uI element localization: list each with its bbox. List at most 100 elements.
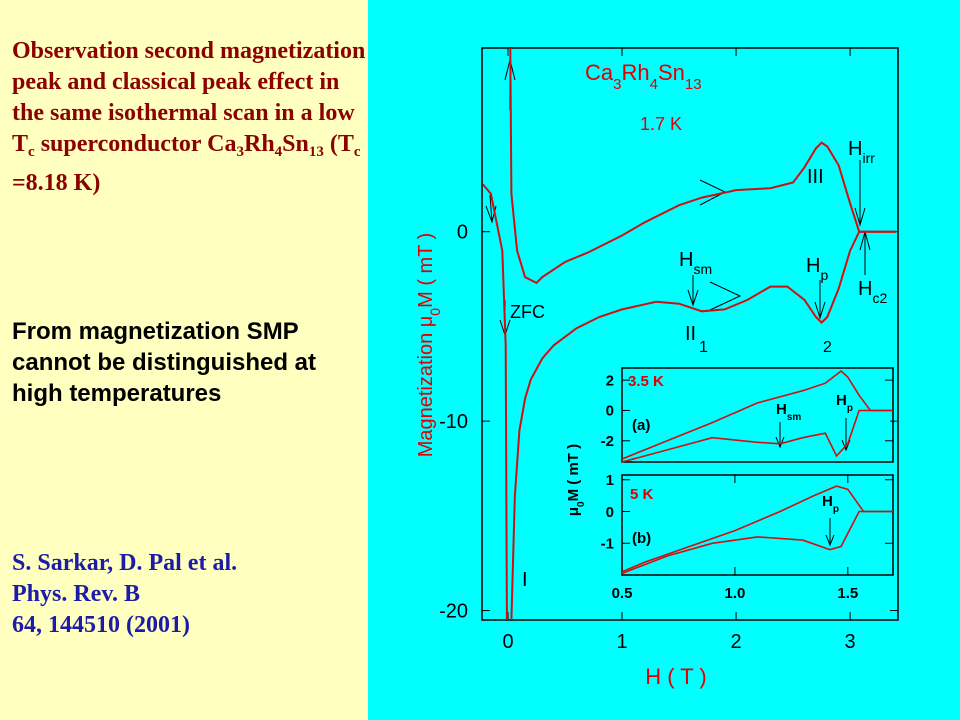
- text-run: 1.7 K: [640, 114, 682, 134]
- data-line: [621, 485, 893, 573]
- arrow: [687, 275, 699, 307]
- subscript: 3: [613, 76, 621, 93]
- y-tick-label: -20: [439, 601, 468, 623]
- plot-frame: [621, 367, 894, 463]
- y-tick-label: -2: [601, 433, 614, 450]
- x-tick-label: 2: [731, 631, 742, 653]
- annotation: Ca3Rh4Sn13: [585, 60, 702, 93]
- subscript: irr: [862, 150, 875, 166]
- annotation: Hirr: [848, 138, 875, 166]
- y-axis-label: Magnetization μ0M ( mT ): [415, 233, 443, 458]
- subscript: p: [833, 504, 839, 515]
- y-tick-label: 2: [606, 372, 614, 389]
- annotation: ZFC: [510, 302, 545, 322]
- citation: S. Sarkar, D. Pal et al. Phys. Rev. B 64, …: [12, 548, 368, 641]
- text-run: M ( mT ): [415, 233, 437, 308]
- annotation: 3.5 K: [628, 373, 664, 390]
- y-tick-label: -1: [601, 536, 614, 553]
- annotation: Hp: [822, 493, 839, 515]
- x-tick-label: 1.0: [724, 585, 745, 602]
- intro-paragraph: Observation second magnetization peak an…: [12, 36, 368, 199]
- text-run: (a): [632, 417, 650, 434]
- citation-line: 64, 144510 (2001): [12, 612, 190, 638]
- subscript: 3: [236, 144, 244, 160]
- x-tick-label: 0: [502, 631, 513, 653]
- data-line: [621, 510, 893, 575]
- subscript: 4: [274, 144, 283, 160]
- text-run: II: [685, 323, 696, 345]
- subscript: c2: [872, 290, 887, 306]
- data-line: [510, 230, 896, 621]
- text-run: Rh: [243, 131, 275, 157]
- text-run: Observation second magnetization peak an…: [12, 38, 366, 157]
- text-run: H: [858, 278, 872, 300]
- y-tick-label: 1: [606, 472, 614, 489]
- annotation: I: [522, 569, 528, 591]
- annotation: 1: [699, 339, 708, 356]
- x-tick-label: 0.5: [612, 585, 633, 602]
- text-run: 3.5 K: [628, 373, 664, 390]
- x-tick-label: 1.5: [837, 585, 858, 602]
- subscript: sm: [787, 412, 802, 423]
- citation-line: Phys. Rev. B: [12, 581, 141, 607]
- annotation: III: [807, 166, 824, 188]
- subscript: c: [353, 144, 361, 160]
- annotation: 1.7 K: [640, 114, 682, 134]
- annotation: (a): [632, 417, 650, 434]
- text-run: Sn: [282, 131, 309, 157]
- text-run: (T: [323, 131, 354, 157]
- arrow: [699, 179, 742, 311]
- annotation: 2: [823, 339, 832, 356]
- citation-line: S. Sarkar, D. Pal et al.: [12, 550, 238, 576]
- subscript: 0: [576, 501, 587, 507]
- text-run: H ( T ): [645, 664, 707, 689]
- text-run: H: [848, 138, 862, 160]
- text-run: H: [836, 392, 847, 409]
- subscript: 13: [685, 76, 702, 93]
- x-tick-label: 3: [845, 631, 856, 653]
- subscript: c: [28, 144, 35, 160]
- plot-frame: [621, 474, 894, 576]
- x-axis-label: H ( T ): [645, 664, 707, 689]
- annotation: Hsm: [776, 401, 801, 423]
- text-run: =8.18 K): [12, 170, 101, 196]
- data-line: [621, 409, 893, 463]
- annotation: 5 K: [630, 486, 654, 503]
- text-run: (b): [632, 530, 651, 547]
- text-run: μ: [565, 507, 582, 516]
- arrow: [859, 230, 871, 275]
- annotation: Hc2: [858, 278, 887, 306]
- text-run: Ca: [585, 60, 614, 85]
- data-line: [621, 369, 893, 460]
- text-run: 1: [699, 339, 708, 356]
- text-run: M ( mT ): [565, 444, 582, 502]
- text-run: Magnetization μ: [415, 316, 437, 458]
- text-run: H: [679, 249, 693, 271]
- text-run: 2: [823, 339, 832, 356]
- x-tick-label: 1: [616, 631, 627, 653]
- annotation: (b): [632, 530, 651, 547]
- annotation: Hp: [836, 392, 853, 414]
- text-run: H: [822, 493, 833, 510]
- data-line: [509, 47, 896, 285]
- text-run: From magnetization SMP cannot be disting…: [12, 318, 317, 407]
- y-axis-label: μ0M ( mT ): [565, 444, 587, 516]
- arrow: [775, 418, 851, 452]
- y-tick-label: 0: [606, 504, 614, 521]
- text-run: ZFC: [510, 302, 545, 322]
- subscript: p: [820, 267, 828, 283]
- arrow: [825, 518, 835, 547]
- note-paragraph: From magnetization SMP cannot be disting…: [12, 316, 368, 409]
- figure-panel: [368, 0, 960, 720]
- subscript: 4: [650, 76, 658, 93]
- text-run: superconductor Ca: [34, 131, 237, 157]
- y-tick-label: -10: [439, 411, 468, 433]
- subscript: sm: [693, 261, 712, 277]
- arrow: [854, 160, 866, 227]
- subscript: 0: [427, 308, 443, 316]
- subscript: p: [847, 403, 853, 414]
- data-line: [482, 183, 508, 621]
- annotation: II: [685, 323, 696, 345]
